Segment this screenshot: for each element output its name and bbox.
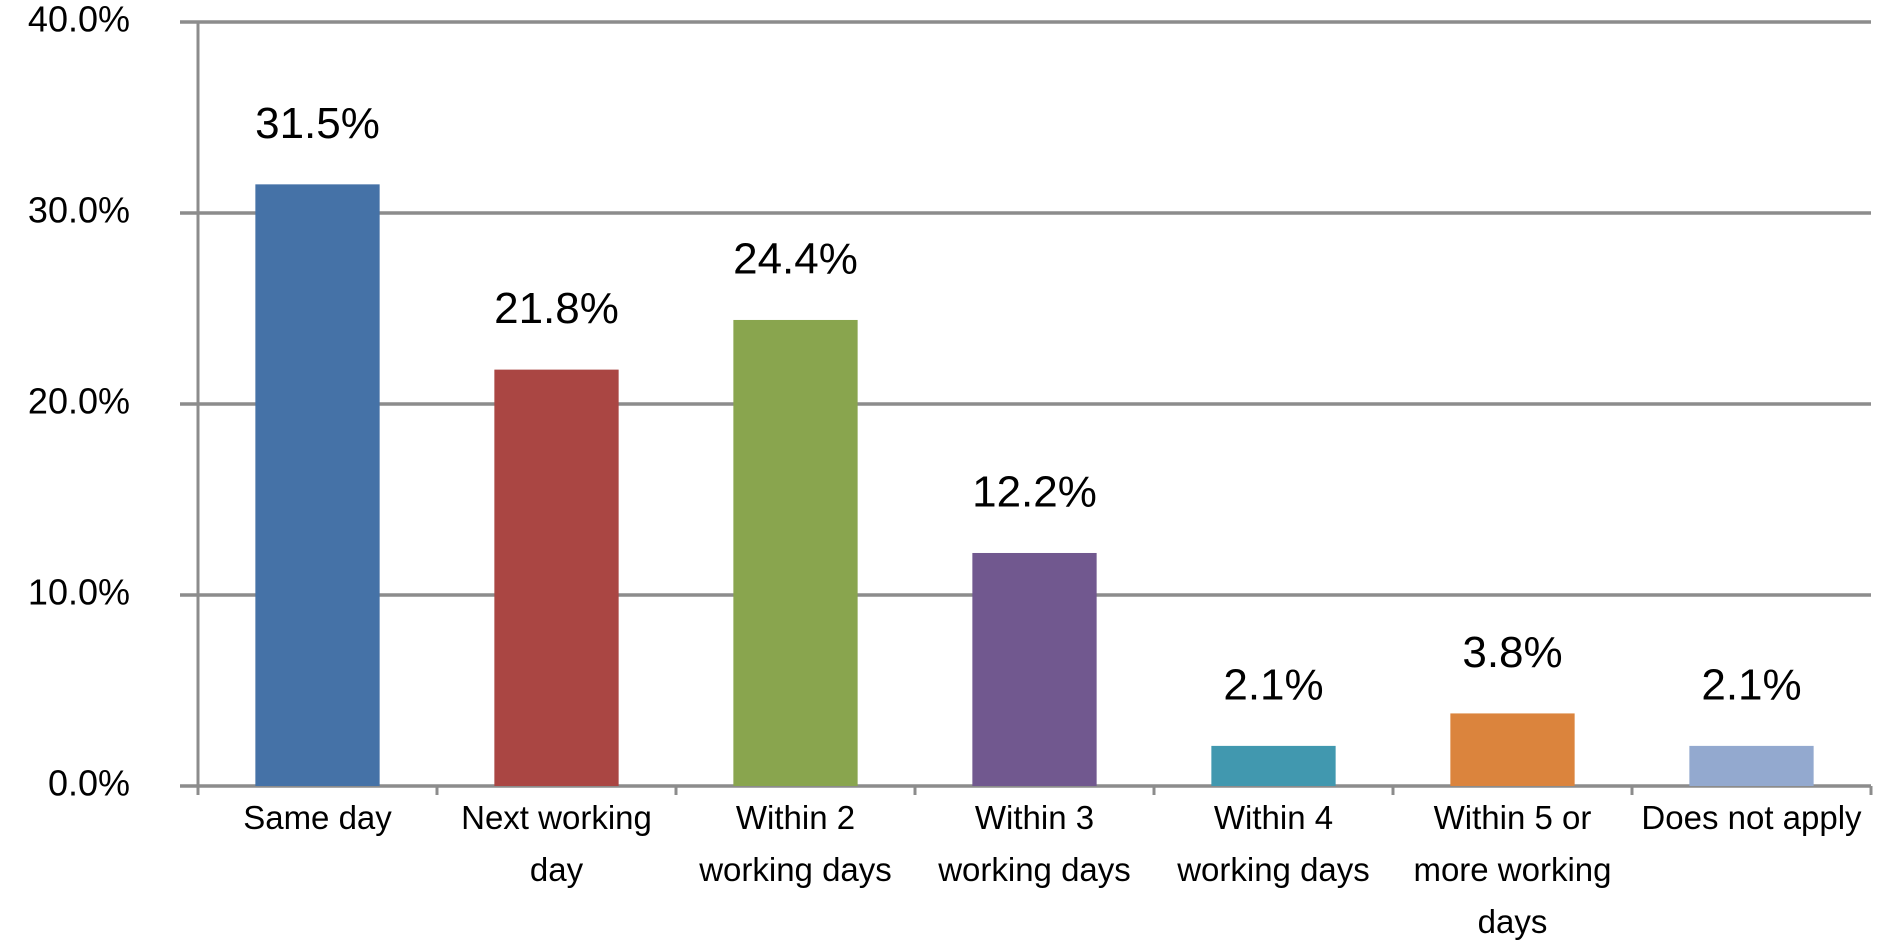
x-tick-label: Within 2 working days: [699, 799, 892, 888]
data-label: 2.1%: [1223, 661, 1323, 710]
x-tick-label: Within 3 working days: [938, 799, 1131, 888]
data-label: 21.8%: [494, 284, 619, 333]
x-tick-label: Within 4 working days: [1177, 799, 1370, 888]
y-tick-label: 30.0%: [28, 190, 130, 231]
y-tick-label: 20.0%: [28, 381, 130, 422]
bar: [1450, 713, 1575, 786]
data-label: 24.4%: [733, 235, 858, 284]
data-label: 2.1%: [1701, 661, 1801, 710]
y-tick-label: 10.0%: [28, 572, 130, 613]
bar: [255, 184, 380, 787]
bar: [494, 369, 619, 786]
bar: [1689, 745, 1814, 786]
y-tick-label: 40.0%: [28, 0, 130, 40]
bar: [733, 319, 858, 786]
y-tick-label: 0.0%: [48, 763, 130, 804]
x-tick-label: Same day: [243, 799, 392, 836]
x-tick-label: Next working day: [461, 799, 652, 888]
bar: [1211, 745, 1336, 786]
bar: [972, 552, 1097, 786]
data-label: 12.2%: [972, 468, 1097, 517]
x-tick-label: Does not apply: [1641, 799, 1862, 836]
data-label: 3.8%: [1462, 628, 1562, 677]
x-tick-label: Within 5 or more working days: [1413, 799, 1612, 940]
data-label: 31.5%: [255, 99, 380, 148]
